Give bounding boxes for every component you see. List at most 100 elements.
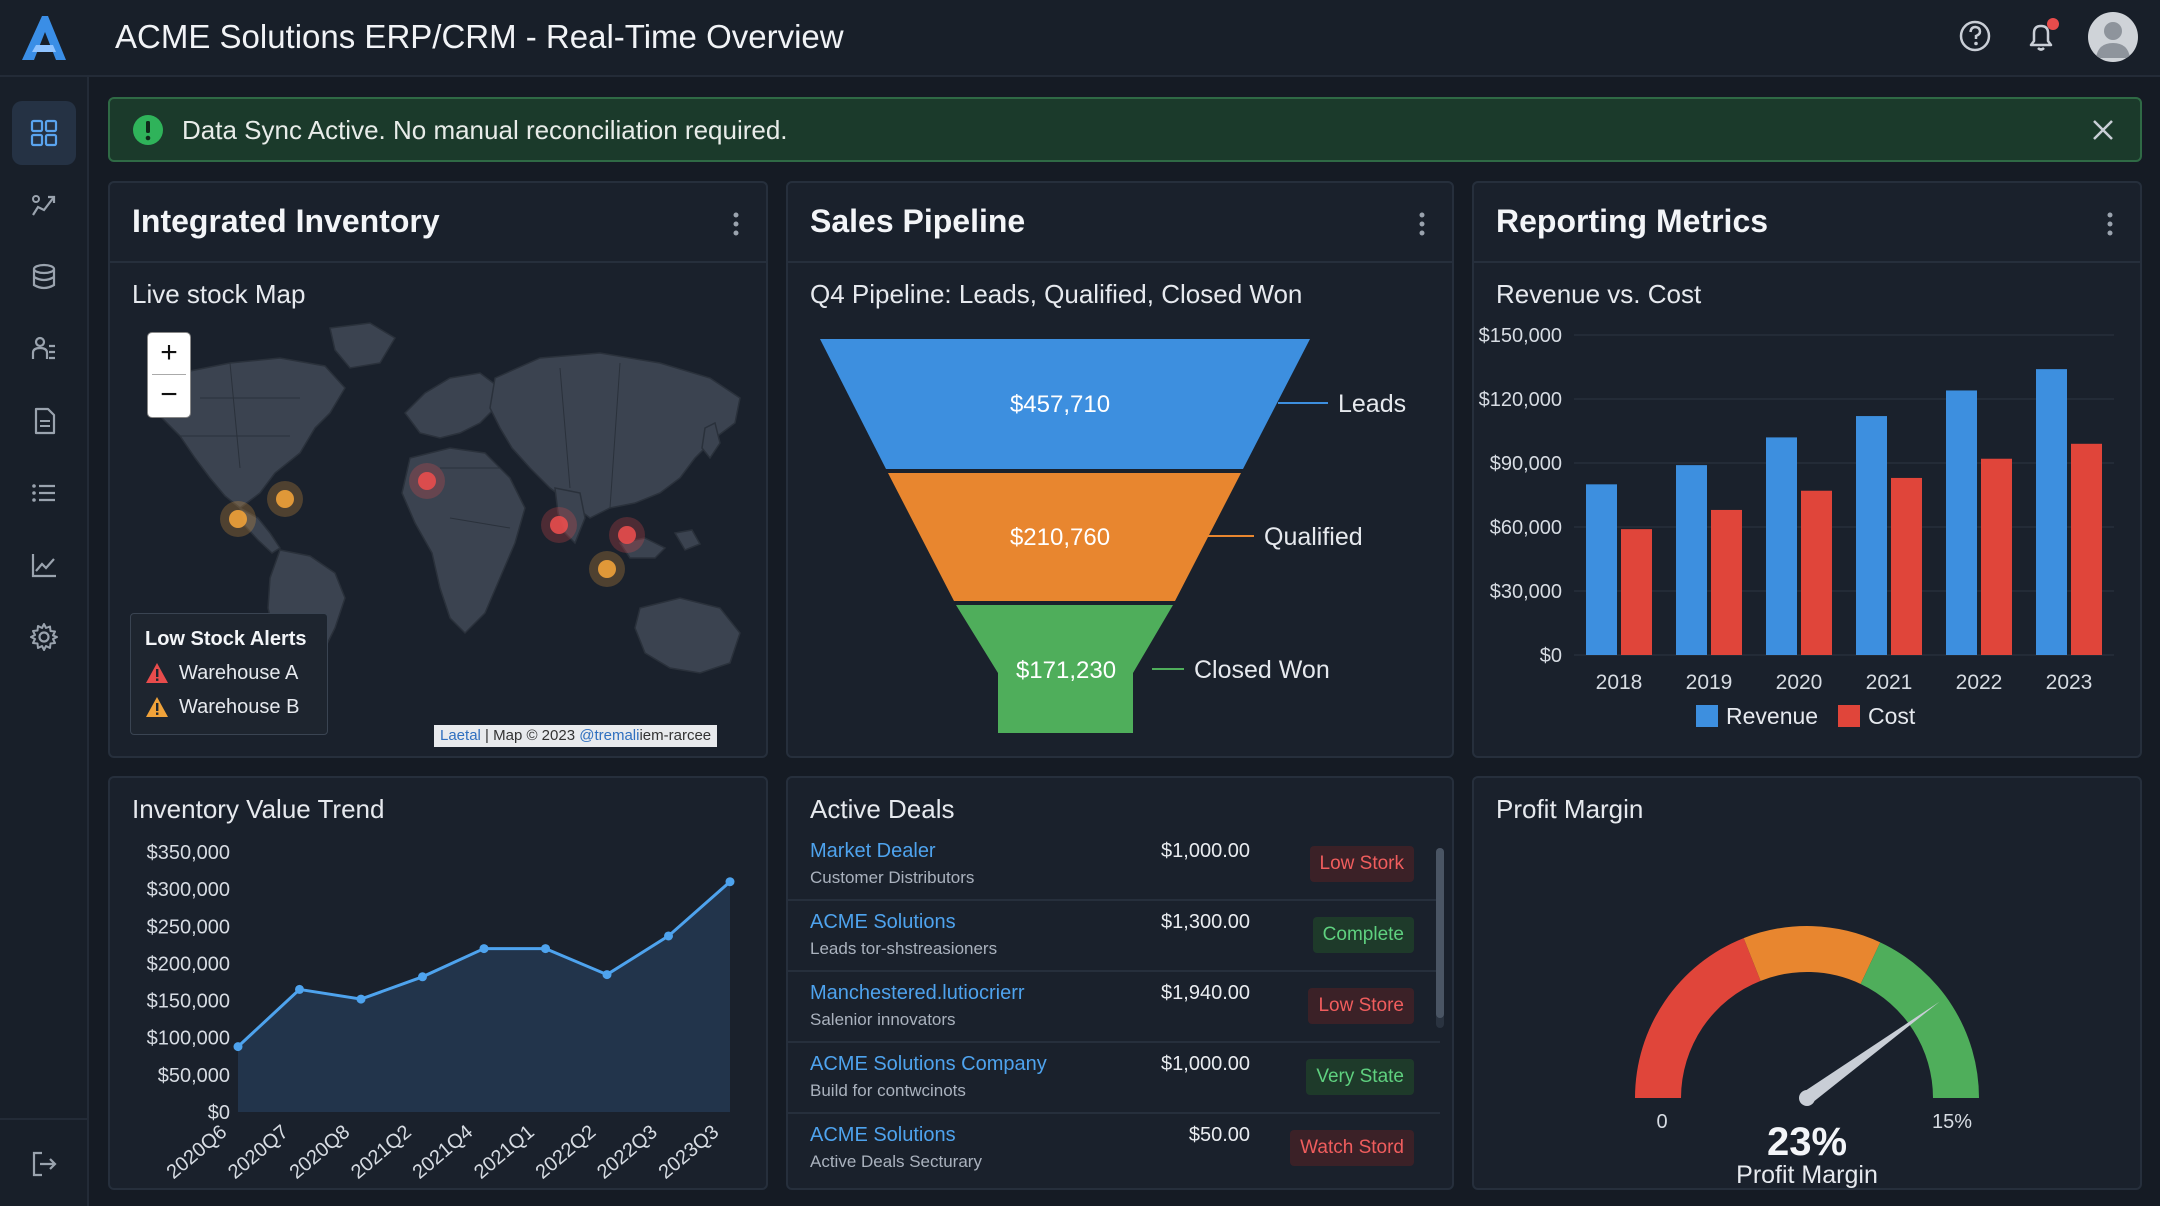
bar-revenue[interactable] (1676, 465, 1707, 655)
closed-won-value: $171,230 (1016, 657, 1116, 684)
sidebar-item-documents[interactable] (12, 389, 76, 453)
data-point[interactable] (418, 972, 427, 982)
users-icon (31, 336, 55, 360)
warning-icon (146, 697, 168, 717)
data-point[interactable] (233, 1042, 243, 1052)
more-vertical-icon[interactable] (2106, 211, 2114, 237)
deals-list: Market Dealer Customer Distributors $1,0… (788, 830, 1452, 1188)
data-point[interactable] (541, 944, 550, 954)
deal-row[interactable]: Market Dealer Customer Distributors $1,0… (788, 830, 1440, 901)
low-stock-alerts: Low Stock Alerts Warehouse A Warehouse B (130, 613, 328, 735)
card-title: Sales Pipeline (810, 203, 1026, 239)
funnel-stage-qualified[interactable] (888, 473, 1241, 601)
area-fill (238, 881, 730, 1112)
top-bar: ACME Solutions ERP/CRM - Real-Time Overv… (0, 0, 2160, 77)
x-tick-label: 2023Q3 (655, 1121, 724, 1184)
deal-name[interactable]: Market Dealer (810, 840, 936, 862)
deal-row[interactable]: ACME Solutions Leads tor-shstreasioners … (788, 901, 1440, 972)
bar-cost[interactable] (1711, 509, 1742, 655)
bar-cost[interactable] (1981, 458, 2012, 655)
more-vertical-icon[interactable] (1418, 211, 1426, 237)
sidebar-item-users[interactable] (12, 317, 76, 381)
leads-label: Leads (1338, 390, 1406, 418)
deals-scrollbar-thumb[interactable] (1436, 848, 1444, 1018)
logout-button[interactable] (12, 1132, 76, 1196)
reporting-metrics-card: Reporting Metrics Revenue vs. Cost $0 $30… (1472, 181, 2142, 758)
deal-name[interactable]: ACME Solutions (810, 1124, 956, 1146)
bar-cost[interactable] (2071, 443, 2102, 655)
bar-cost[interactable] (1801, 490, 1832, 655)
alert-item[interactable]: Warehouse B (145, 694, 325, 722)
app-title: ACME Solutions ERP/CRM - Real-Time Overv… (115, 18, 844, 55)
data-point[interactable] (602, 970, 612, 980)
data-point[interactable] (295, 984, 304, 994)
world-map[interactable] (140, 318, 752, 738)
sidebar-item-dashboard[interactable] (12, 101, 76, 165)
qualified-value: $210,760 (1010, 524, 1110, 551)
deal-name[interactable]: ACME Solutions (810, 911, 956, 933)
sidebar-item-lists[interactable] (12, 461, 76, 525)
status-badge: Low Store (1308, 988, 1414, 1024)
deal-row[interactable]: Manchestered.lutiocrierr Salenior innova… (788, 972, 1440, 1043)
pipeline-funnel: $457,710 $210,760 $171,230 Leads Qualifi… (820, 339, 1406, 733)
bell-icon[interactable] (2021, 16, 2061, 56)
notification-dot (2047, 18, 2059, 30)
deal-name[interactable]: Manchestered.lutiocrierr (810, 982, 1025, 1004)
data-point[interactable] (664, 931, 673, 941)
help-icon[interactable] (1955, 16, 1995, 56)
bar-revenue[interactable] (1946, 390, 1977, 655)
logout-icon (32, 1151, 57, 1177)
bar-revenue[interactable] (1766, 437, 1797, 655)
chart-title: Revenue vs. Cost (1496, 279, 1702, 309)
deal-row[interactable]: ACME Solutions Active Deals Secturary $5… (788, 1114, 1440, 1185)
warning-icon (146, 663, 168, 683)
alert-item[interactable]: Warehouse A (145, 660, 325, 688)
sidebar-item-settings[interactable] (12, 605, 76, 669)
map-attribution: Laetal | Map © 2023 @tremaliiem-rarcee (434, 725, 718, 747)
zoom-out-button[interactable]: − (160, 378, 178, 411)
revenue-cost-chart: $0 $30,000 $60,000 $90,000 $120,000 $150,000 2… (1479, 325, 2114, 729)
data-point[interactable] (725, 877, 735, 887)
attribution-link[interactable]: Laetal (440, 727, 481, 744)
funnel-stage-closed-won[interactable] (956, 605, 1173, 733)
funnel-stage-leads[interactable] (820, 339, 1310, 469)
list-icon (32, 484, 55, 502)
sidebar-divider (0, 1118, 89, 1120)
sidebar-item-database[interactable] (12, 245, 76, 309)
x-tick-label: 2021Q1 (470, 1121, 539, 1184)
gauge-hub (1799, 1090, 1815, 1106)
y-tick-label: $200,000 (147, 953, 230, 975)
sidebar-item-pipeline[interactable] (12, 173, 76, 237)
x-tick-label: 2020Q6 (163, 1121, 232, 1184)
data-point[interactable] (356, 994, 366, 1004)
more-vertical-icon[interactable] (732, 211, 740, 237)
gauge-zone-high (1860, 942, 1979, 1098)
sidebar-item-analytics[interactable] (12, 533, 76, 597)
deal-amount: $1,940.00 (1161, 982, 1250, 1004)
x-tick-label: 2021 (1866, 671, 1913, 694)
user-icon (2096, 22, 2130, 58)
status-badge: Watch Stord (1290, 1130, 1414, 1166)
close-icon[interactable] (2088, 115, 2118, 145)
bar-revenue[interactable] (1586, 484, 1617, 655)
x-tick-label: 2023 (2046, 671, 2093, 694)
sync-status-banner: Data Sync Active. No manual reconciliati… (108, 97, 2142, 162)
bar-cost[interactable] (1621, 529, 1652, 655)
x-tick-label: 2022Q2 (532, 1121, 601, 1184)
deal-row[interactable]: ACME Solutions Company Build for contwci… (788, 1043, 1440, 1114)
banner-message: Data Sync Active. No manual reconciliati… (182, 115, 788, 145)
avatar[interactable] (2088, 12, 2138, 62)
bar-revenue[interactable] (2036, 369, 2067, 655)
bar-revenue[interactable] (1856, 416, 1887, 655)
deal-amount: $1,000.00 (1161, 840, 1250, 862)
attribution-link[interactable]: @tremali (579, 727, 640, 744)
bar-cost[interactable] (1891, 477, 1922, 655)
deal-name[interactable]: ACME Solutions Company (810, 1053, 1047, 1075)
zoom-in-button[interactable]: + (160, 336, 178, 369)
data-point[interactable] (479, 944, 489, 954)
profit-margin-card: Profit Margin 0 15% 23% Profit Margin (1472, 776, 2142, 1190)
attribution-text: iem-rarcee (639, 727, 712, 744)
card-title: Active Deals (810, 794, 955, 824)
acme-logo-icon[interactable] (18, 12, 70, 64)
inventory-value-trend-card: Inventory Value Trend $0 $50,000 $100,000 $… (108, 776, 768, 1190)
